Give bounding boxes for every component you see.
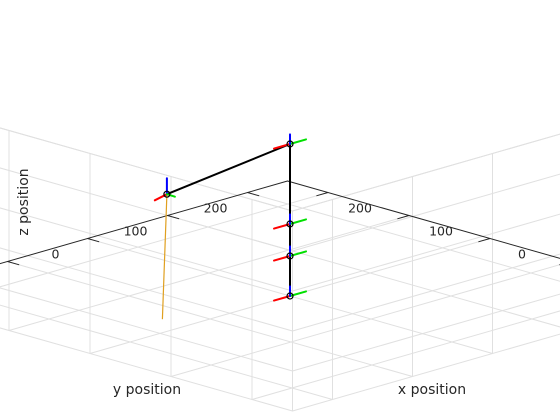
joint-marker [286,252,294,260]
grid-line-y-floor [0,304,333,400]
x-axis-line [0,180,288,265]
x-axis-label: x position [398,382,466,398]
grid-line-y-floor [167,215,560,328]
axes-box [0,180,560,266]
grid-line-z-wall-b [292,173,560,252]
grid-line-y-floor [7,261,413,377]
frame-x-axis [153,193,168,202]
grid-line-z-wall-b [292,333,560,412]
y-tick-mark [247,192,260,197]
grid-line-z-wall-a [0,167,293,252]
grid-line-z-wall-a [0,327,293,412]
joint-marker [286,292,294,300]
tick-labels: -200-1000100200-200-10001002000501001502… [52,201,527,262]
grid-line-z-wall-a [0,207,293,292]
z-axis-label: z position [16,168,32,235]
joint-frame [153,177,176,202]
trajectory-line [161,194,168,320]
joint-marker [286,140,294,148]
x-tick-label: 0 [518,247,526,262]
frame-y-axis [165,193,176,198]
x-tick-mark [316,192,329,197]
y-tick-mark [167,215,180,220]
joint-marker [286,220,294,228]
joint-frames [153,133,307,302]
y-tick-label: 100 [124,224,148,239]
x-tick-mark [397,215,410,220]
grid-line-z-wall-b [292,253,560,332]
y-axis-label: y position [113,382,181,398]
y-tick-mark [7,261,20,266]
grid-line-z-wall-a [0,127,293,212]
grid-line-y-floor [247,192,560,282]
grid-line-z-wall-a [0,287,293,372]
joint-frame [273,245,307,262]
arm-link [165,143,291,196]
grid-lines [0,127,560,412]
x-tick-label: 200 [348,201,372,216]
joint-frame [273,213,307,230]
trajectory-series [161,194,168,320]
joint-marker [163,190,171,198]
box-edge-top-a [0,127,293,212]
y-tick-label: 0 [52,247,60,262]
joint-frame [273,133,307,150]
box-edge-top-b [292,133,560,212]
grid-line-z-wall-a [0,247,293,332]
y-tick-label: 200 [204,201,228,216]
grid-line-z-wall-b [292,213,560,292]
y-tick-mark [87,238,100,243]
x-tick-label: 100 [429,224,453,239]
joint-frame [273,285,307,302]
x-tick-mark [478,238,491,243]
grid-line-z-wall-b [292,293,560,372]
